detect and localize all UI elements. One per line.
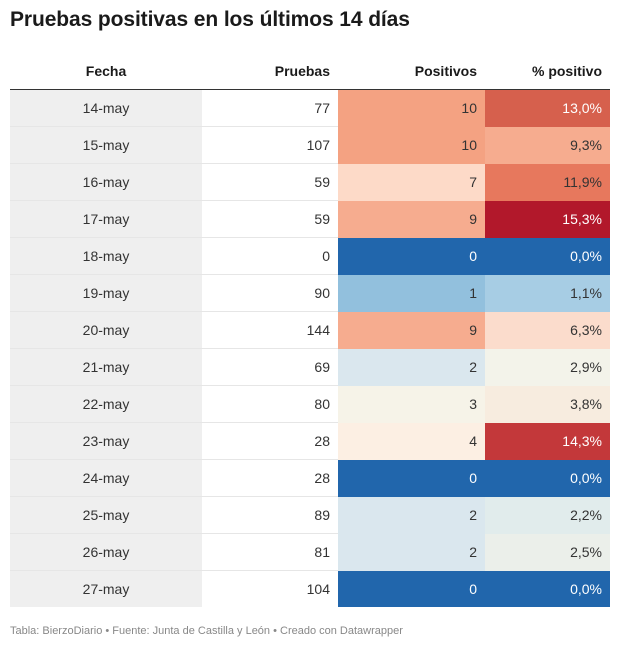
column-header-pruebas[interactable]: Pruebas xyxy=(202,52,338,90)
cell-pct-positivo: 0,0% xyxy=(485,570,610,607)
positives-table: Fecha Pruebas Positivos % positivo 14-ma… xyxy=(10,52,610,607)
table-row: 25-may 89 2 2,2% xyxy=(10,496,610,534)
cell-fecha: 22-may xyxy=(10,385,202,423)
cell-pct-positivo: 0,0% xyxy=(485,237,610,275)
cell-positivos: 3 xyxy=(338,385,485,423)
cell-fecha: 26-may xyxy=(10,533,202,571)
cell-fecha: 15-may xyxy=(10,126,202,164)
cell-pruebas: 90 xyxy=(202,274,338,312)
column-header-positivos[interactable]: Positivos xyxy=(338,52,485,90)
cell-positivos: 0 xyxy=(338,237,485,275)
cell-positivos: 4 xyxy=(338,422,485,460)
source-footer: Tabla: BierzoDiario • Fuente: Junta de C… xyxy=(10,625,403,637)
cell-pct-positivo: 3,8% xyxy=(485,385,610,423)
cell-pruebas: 77 xyxy=(202,89,338,127)
table-row: 14-may 77 10 13,0% xyxy=(10,89,610,127)
cell-positivos: 7 xyxy=(338,163,485,201)
cell-fecha: 17-may xyxy=(10,200,202,238)
cell-pct-positivo: 1,1% xyxy=(485,274,610,312)
cell-positivos: 0 xyxy=(338,459,485,497)
cell-positivos: 10 xyxy=(338,126,485,164)
cell-pruebas: 59 xyxy=(202,163,338,201)
cell-pct-positivo: 0,0% xyxy=(485,459,610,497)
table-row: 21-may 69 2 2,9% xyxy=(10,348,610,386)
cell-pruebas: 28 xyxy=(202,459,338,497)
table-header-row: Fecha Pruebas Positivos % positivo xyxy=(10,52,610,90)
cell-fecha: 14-may xyxy=(10,89,202,127)
cell-pruebas: 28 xyxy=(202,422,338,460)
column-header-fecha[interactable]: Fecha xyxy=(10,52,202,90)
cell-pruebas: 89 xyxy=(202,496,338,534)
cell-positivos: 1 xyxy=(338,274,485,312)
cell-positivos: 2 xyxy=(338,348,485,386)
cell-pruebas: 69 xyxy=(202,348,338,386)
column-header-pct-positivo[interactable]: % positivo xyxy=(485,52,610,90)
cell-positivos: 0 xyxy=(338,570,485,607)
cell-pruebas: 0 xyxy=(202,237,338,275)
cell-pruebas: 144 xyxy=(202,311,338,349)
cell-pct-positivo: 6,3% xyxy=(485,311,610,349)
table-row: 22-may 80 3 3,8% xyxy=(10,385,610,423)
cell-fecha: 23-may xyxy=(10,422,202,460)
table-row: 23-may 28 4 14,3% xyxy=(10,422,610,460)
cell-fecha: 18-may xyxy=(10,237,202,275)
cell-pct-positivo: 15,3% xyxy=(485,200,610,238)
cell-fecha: 16-may xyxy=(10,163,202,201)
cell-pruebas: 104 xyxy=(306,581,330,597)
table-row: 20-may 144 9 6,3% xyxy=(10,311,610,349)
cell-fecha: 24-may xyxy=(10,459,202,497)
cell-pruebas: 80 xyxy=(202,385,338,423)
cell-fecha: 19-may xyxy=(10,274,202,312)
cell-pct-positivo: 13,0% xyxy=(485,89,610,127)
cell-fecha: 25-may xyxy=(10,496,202,534)
table-row: 15-may 107 10 9,3% xyxy=(10,126,610,164)
cell-positivos: 9 xyxy=(338,311,485,349)
cell-pruebas: 81 xyxy=(202,533,338,571)
table-row: 24-may 28 0 0,0% xyxy=(10,459,610,497)
cell-pruebas: 107 xyxy=(202,126,338,164)
table-row: 26-may 81 2 2,5% xyxy=(10,533,610,571)
page-title: Pruebas positivas en los últimos 14 días xyxy=(10,8,410,31)
cell-pct-positivo: 14,3% xyxy=(485,422,610,460)
table-row: 27-may 104 0 0,0% xyxy=(10,570,610,607)
cell-pruebas: 59 xyxy=(202,200,338,238)
cell-positivos: 10 xyxy=(338,89,485,127)
table-row: 17-may 59 9 15,3% xyxy=(10,200,610,238)
cell-pct-positivo: 11,9% xyxy=(485,163,610,201)
table-body: 14-may 77 10 13,0% 15-may 107 10 9,3% 16-may 59 7 1… xyxy=(10,89,610,607)
cell-positivos: 2 xyxy=(338,533,485,571)
cell-pct-positivo: 2,5% xyxy=(485,533,610,571)
cell-fecha: 21-may xyxy=(10,348,202,386)
table-row: 19-may 90 1 1,1% xyxy=(10,274,610,312)
cell-pct-positivo: 2,2% xyxy=(485,496,610,534)
cell-pct-positivo: 2,9% xyxy=(485,348,610,386)
cell-fecha: 27-may xyxy=(10,570,202,607)
table-row: 16-may 59 7 11,9% xyxy=(10,163,610,201)
cell-pct-positivo: 9,3% xyxy=(485,126,610,164)
cell-positivos: 2 xyxy=(338,496,485,534)
cell-positivos: 9 xyxy=(338,200,485,238)
table-row: 18-may 0 0 0,0% xyxy=(10,237,610,275)
cell-fecha: 20-may xyxy=(10,311,202,349)
